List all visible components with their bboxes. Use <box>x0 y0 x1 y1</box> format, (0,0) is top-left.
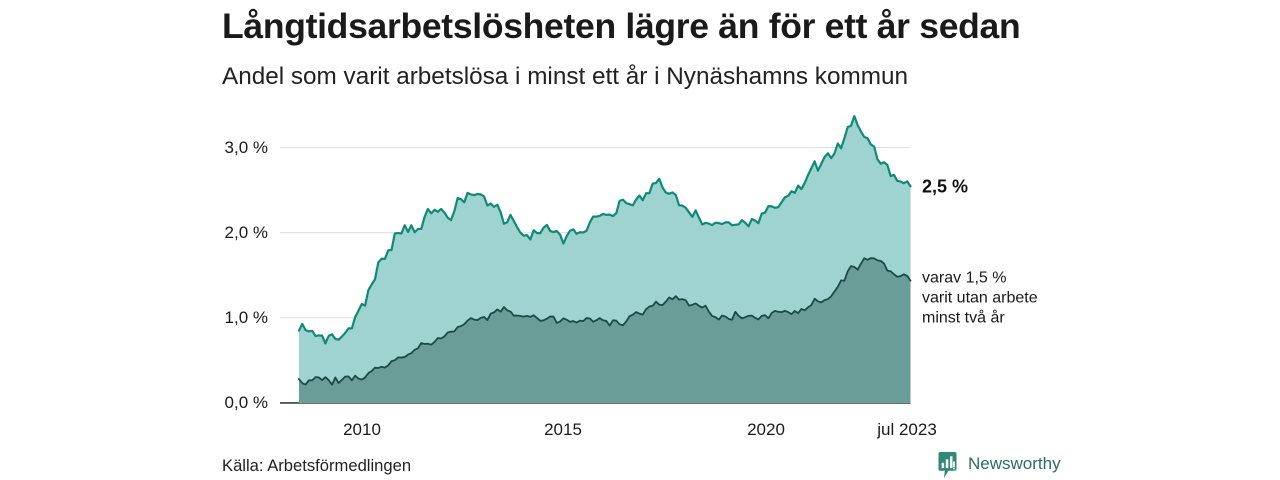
svg-text:varit utan arbete: varit utan arbete <box>922 290 1038 307</box>
svg-text:2015: 2015 <box>544 420 582 439</box>
svg-text:minst två år: minst två år <box>922 309 1005 327</box>
svg-text:0,0 %: 0,0 % <box>225 393 268 412</box>
svg-text:2,0 %: 2,0 % <box>225 223 268 242</box>
svg-text:2,5 %: 2,5 % <box>922 176 968 196</box>
svg-text:3,0 %: 3,0 % <box>225 138 268 157</box>
svg-text:jul 2023: jul 2023 <box>876 420 937 439</box>
svg-text:varav 1,5 %: varav 1,5 % <box>922 270 1006 287</box>
svg-text:2020: 2020 <box>747 420 785 439</box>
svg-text:Newsworthy: Newsworthy <box>968 454 1061 473</box>
svg-text:1,0 %: 1,0 % <box>225 308 268 327</box>
svg-text:2010: 2010 <box>343 420 381 439</box>
